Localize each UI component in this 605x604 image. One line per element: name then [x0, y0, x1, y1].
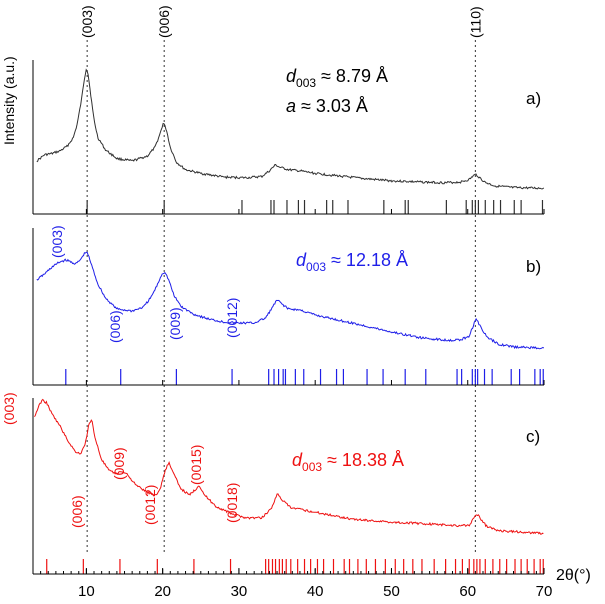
annotation-a-line1: d003 ≈ 8.79 Å [286, 66, 388, 90]
annotation-b-value: ≈ 12.18 Å [326, 250, 408, 270]
annotation-c-line1: d003 ≈ 18.38 Å [292, 450, 404, 474]
y-axis-title: Intensity (a.u.) [1, 56, 17, 145]
annotation-b-sub: 003 [306, 260, 326, 274]
annotation-c: d003 ≈ 18.38 Å [292, 450, 404, 474]
annotation-b-symbol: d [296, 250, 307, 270]
annotation-a-line2: a ≈ 3.03 Å [286, 96, 368, 116]
peak-label: (009) [111, 447, 127, 480]
x-axis: 10 20 30 40 50 60 70 [78, 568, 552, 600]
peak-label: (0018) [224, 483, 240, 523]
x-tick-label: 70 [536, 583, 553, 600]
panel-label-a: a) [526, 89, 541, 108]
x-tick-label: 50 [383, 583, 400, 600]
annotation-a-line2-value: ≈ 3.03 Å [296, 96, 368, 116]
peak-label: (0012) [224, 298, 240, 338]
peak-label: (009) [167, 307, 183, 340]
annotation-c-symbol: d [292, 450, 303, 470]
series-line-c [34, 398, 544, 535]
panel-a [32, 60, 545, 215]
annotation-a-line1-sub: 003 [296, 76, 316, 90]
annotation-c-sub: 003 [302, 460, 322, 474]
annotation-a-line1-value: ≈ 8.79 Å [316, 66, 388, 86]
panel-label-c: c) [526, 427, 540, 446]
reference-label: (110) [467, 6, 483, 38]
reference-labels: (003) (006) (110) [79, 5, 483, 38]
reference-lines [86, 40, 476, 552]
annotation-a-line1-symbol: d [286, 66, 297, 86]
annotation-c-value: ≈ 18.38 Å [322, 450, 404, 470]
peak-label: (0015) [188, 445, 204, 485]
panel-c: (003) (006) (009) (0012) (0015) (0018) [1, 392, 545, 575]
reference-label: (003) [79, 5, 95, 38]
x-tick-label: 60 [459, 583, 476, 600]
peak-label: (0012) [142, 485, 158, 525]
x-tick-label: 40 [307, 583, 324, 600]
annotation-b: d003 ≈ 12.18 Å [296, 250, 408, 274]
peak-label: (006) [107, 310, 123, 343]
series-line-a [36, 68, 545, 190]
panels: (003) (006) (009) (0012) (003) (006) (009) (001… [1, 60, 545, 575]
x-tick-label: 10 [78, 583, 95, 600]
panel-b: (003) (006) (009) (0012) [32, 225, 545, 386]
x-tick-label: 30 [231, 583, 248, 600]
annotation-a-line2-symbol: a [286, 96, 296, 116]
peak-label: (006) [69, 495, 85, 528]
peak-label: (003) [1, 392, 17, 425]
peak-label: (003) [49, 225, 65, 258]
x-tick-label: 20 [154, 583, 171, 600]
annotation-b-line1: d003 ≈ 12.18 Å [296, 250, 408, 274]
reference-label: (006) [156, 5, 172, 38]
annotation-a: d003 ≈ 8.79 Å a ≈ 3.03 Å [286, 66, 388, 116]
panel-label-b: b) [526, 257, 541, 276]
x-axis-title: 2θ(°) [556, 567, 591, 584]
series-line-b [36, 251, 545, 350]
